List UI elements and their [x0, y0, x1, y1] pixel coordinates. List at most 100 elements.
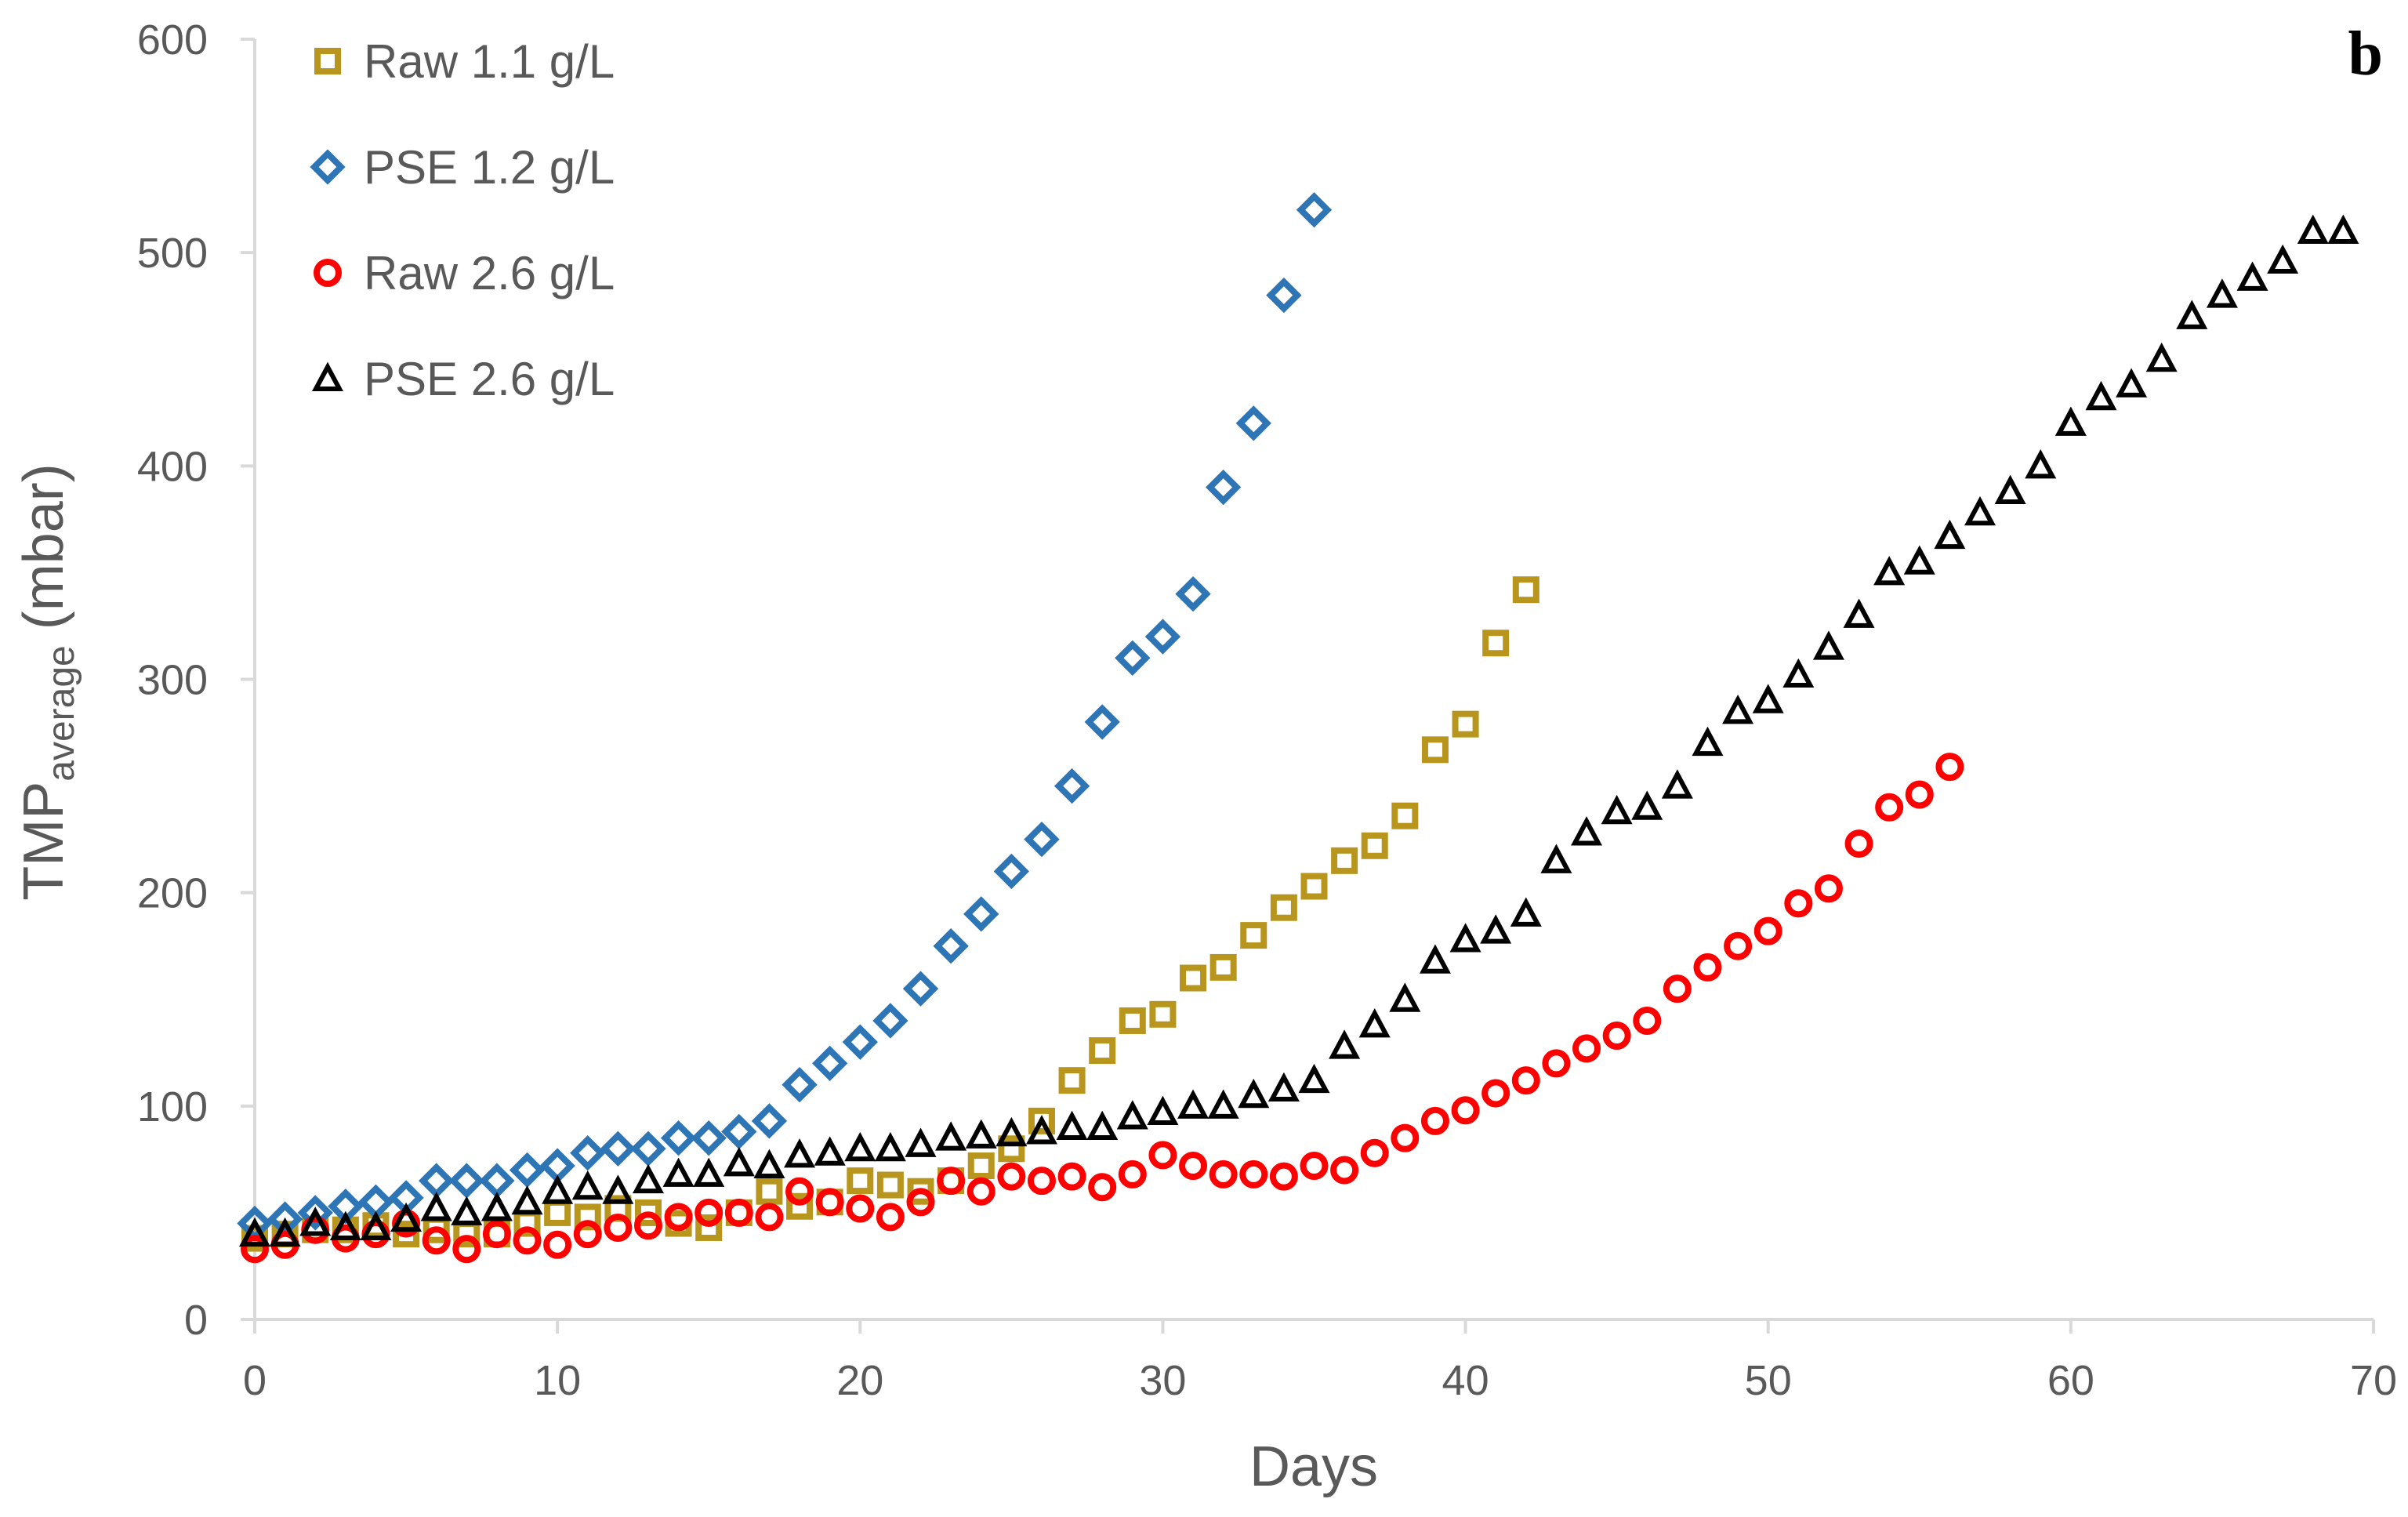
- data-point: [1421, 736, 1449, 764]
- data-point: [1300, 873, 1328, 900]
- data-point: [1149, 1000, 1177, 1028]
- data-point: [571, 1170, 604, 1200]
- data-point: [846, 1194, 875, 1223]
- legend-label: PSE 2.6 g/L: [364, 353, 615, 405]
- axes: [241, 38, 2375, 1334]
- data-point: [2025, 448, 2057, 479]
- data-point: [1572, 1034, 1601, 1063]
- data-point: [393, 1221, 420, 1248]
- data-point: [1452, 710, 1479, 738]
- legend-label: PSE 1.2 g/L: [364, 141, 615, 194]
- data-point: [1481, 1079, 1510, 1108]
- data-point: [1693, 953, 1722, 982]
- data-point: [2054, 406, 2087, 436]
- data-point: [2116, 368, 2148, 397]
- data-point: [633, 1211, 662, 1240]
- data-point: [694, 1198, 723, 1227]
- data-point: [874, 1131, 906, 1162]
- data-point: [1296, 192, 1333, 228]
- data-point: [662, 1157, 694, 1187]
- data-point: [238, 1217, 271, 1247]
- data-point: [660, 1120, 697, 1156]
- tick-labels: 0 100 200 300 400 500 600 0 10 20 30 40 50 60 70: [137, 16, 2397, 1404]
- data-point: [1419, 944, 1451, 974]
- data-point: [1300, 1152, 1329, 1181]
- data-point: [756, 1178, 783, 1205]
- data-point: [1540, 844, 1572, 873]
- data-point: [876, 1171, 904, 1199]
- y-tick-label: 500: [137, 230, 208, 277]
- data-point: [847, 1167, 874, 1195]
- legend-item-3: PSE 2.6 g/L: [311, 353, 615, 405]
- data-point: [1784, 889, 1813, 918]
- data-point: [812, 1045, 848, 1082]
- data-point: [1175, 575, 1211, 612]
- data-point: [1843, 598, 1875, 628]
- data-point: [1088, 1173, 1117, 1202]
- data-point: [1631, 790, 1663, 820]
- data-point: [1358, 1008, 1391, 1038]
- data-point: [693, 1157, 725, 1187]
- data-point: [1238, 1078, 1270, 1109]
- data-point: [1089, 1037, 1116, 1065]
- data-point: [905, 1127, 937, 1157]
- data-point: [1602, 1022, 1631, 1051]
- data-point: [1692, 726, 1724, 757]
- legend-label: Raw 1.1 g/L: [364, 35, 615, 88]
- data-point: [1239, 1160, 1268, 1189]
- data-point: [1964, 495, 1996, 526]
- data-point: [1510, 897, 1542, 927]
- data-point: [785, 1177, 814, 1206]
- data-point: [691, 1120, 727, 1156]
- data-point: [902, 971, 939, 1007]
- legend-marker: [310, 149, 346, 185]
- data-point: [1240, 922, 1267, 949]
- data-point: [967, 1152, 995, 1180]
- data-point: [815, 1188, 844, 1217]
- data-point: [1270, 894, 1297, 921]
- data-point: [241, 1235, 269, 1264]
- y-tick-label: 400: [137, 443, 208, 490]
- legend-item-1: PSE 1.2 g/L: [310, 141, 615, 194]
- data-point: [542, 1174, 574, 1204]
- data-point: [995, 1116, 1028, 1147]
- data-point: [570, 1135, 606, 1171]
- data-point: [1025, 1115, 1057, 1145]
- y-tick-label: 100: [137, 1083, 208, 1130]
- data-point: [452, 1235, 481, 1264]
- x-tick-label: 40: [1442, 1357, 1489, 1404]
- data-point: [1115, 640, 1151, 676]
- data-point: [2085, 380, 2117, 411]
- data-point: [420, 1192, 452, 1221]
- data-point: [2297, 214, 2329, 244]
- y-tick-label: 600: [137, 16, 208, 64]
- data-point: [751, 1103, 788, 1139]
- data-point: [1391, 802, 1419, 829]
- data-point: [1663, 974, 1692, 1003]
- data-point: [1209, 1160, 1238, 1189]
- data-point: [1119, 1007, 1146, 1034]
- x-tick-label: 50: [1745, 1357, 1792, 1404]
- x-tick-label: 0: [243, 1357, 267, 1404]
- legend: Raw 1.1 g/L PSE 1.2 g/L Raw 2.6 g/L PSE 2.6…: [310, 35, 615, 405]
- data-point: [966, 1177, 995, 1206]
- data-point: [755, 1203, 784, 1232]
- data-point: [993, 853, 1030, 890]
- data-point: [965, 1119, 997, 1149]
- y-axis-title-subscript: average: [41, 645, 82, 781]
- data-series: [237, 192, 2359, 1264]
- data-point: [753, 1149, 785, 1179]
- data-point: [1118, 1160, 1147, 1189]
- data-point: [1024, 821, 1060, 858]
- data-point: [2176, 299, 2208, 329]
- data-point: [842, 1024, 878, 1060]
- data-point: [1235, 405, 1271, 441]
- data-point: [997, 1162, 1026, 1191]
- data-point: [937, 1167, 966, 1196]
- data-point: [509, 1152, 546, 1189]
- data-point: [299, 1207, 332, 1236]
- data-point: [906, 1188, 935, 1217]
- data-point: [1875, 793, 1904, 822]
